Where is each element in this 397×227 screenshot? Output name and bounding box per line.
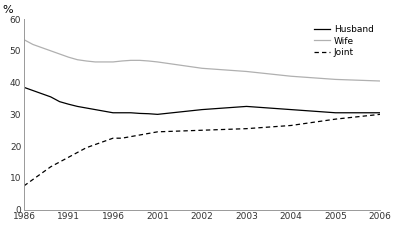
Husband (244, 105, 249, 108)
Husband (119, 111, 124, 114)
Husband (200, 108, 204, 111)
Husband (66, 103, 71, 106)
Joint (75, 151, 80, 154)
Line: Husband: Husband (24, 87, 380, 114)
Wife (378, 80, 382, 82)
Wife (93, 61, 98, 63)
Joint (39, 172, 44, 175)
Joint (57, 161, 62, 163)
Wife (39, 46, 44, 49)
Joint (84, 146, 89, 149)
Wife (146, 60, 151, 62)
Husband (333, 111, 338, 114)
Wife (200, 67, 204, 70)
Wife (111, 61, 116, 63)
Joint (119, 137, 124, 140)
Joint (21, 185, 26, 187)
Joint (66, 156, 71, 159)
Line: Wife: Wife (24, 40, 380, 81)
Joint (289, 124, 293, 127)
Husband (155, 113, 160, 116)
Wife (119, 60, 124, 62)
Joint (200, 129, 204, 132)
Husband (57, 100, 62, 103)
Joint (48, 165, 53, 168)
Husband (48, 96, 53, 98)
Wife (21, 38, 26, 41)
Joint (102, 140, 106, 143)
Joint (146, 132, 151, 135)
Wife (31, 43, 35, 46)
Joint (111, 137, 116, 140)
Husband (111, 111, 116, 114)
Husband (378, 111, 382, 114)
Wife (66, 56, 71, 59)
Wife (129, 59, 133, 62)
Husband (93, 108, 98, 111)
Wife (137, 59, 142, 62)
Wife (75, 58, 80, 61)
Husband (146, 112, 151, 115)
Joint (129, 135, 133, 138)
Joint (333, 118, 338, 121)
Husband (289, 108, 293, 111)
Husband (137, 112, 142, 115)
Text: %: % (3, 5, 13, 15)
Wife (84, 60, 89, 62)
Wife (102, 61, 106, 63)
Joint (155, 131, 160, 133)
Husband (84, 107, 89, 109)
Wife (289, 75, 293, 78)
Husband (75, 105, 80, 108)
Wife (57, 53, 62, 55)
Legend: Husband, Wife, Joint: Husband, Wife, Joint (312, 24, 376, 59)
Husband (39, 92, 44, 95)
Wife (244, 70, 249, 73)
Line: Joint: Joint (24, 114, 380, 186)
Joint (378, 113, 382, 116)
Husband (102, 110, 106, 113)
Husband (129, 111, 133, 114)
Wife (155, 61, 160, 63)
Joint (31, 178, 35, 181)
Joint (137, 134, 142, 136)
Wife (333, 78, 338, 81)
Husband (21, 86, 26, 89)
Joint (244, 127, 249, 130)
Joint (93, 143, 98, 146)
Husband (31, 89, 35, 92)
Wife (48, 49, 53, 52)
